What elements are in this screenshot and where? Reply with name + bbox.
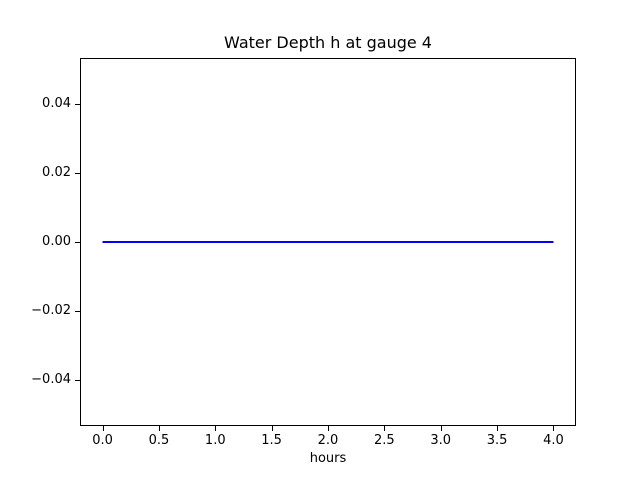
x-tick-mark — [553, 426, 555, 431]
chart-title: Water Depth h at gauge 4 — [224, 33, 432, 52]
x-tick-label: 0.5 — [148, 433, 170, 448]
x-tick-mark — [440, 426, 442, 431]
x-tick-mark — [497, 426, 499, 431]
x-tick-label: 0.0 — [92, 433, 113, 448]
y-tick-label: −0.02 — [31, 302, 71, 318]
x-tick-label: 1.0 — [204, 433, 226, 448]
x-tick-label: 3.0 — [430, 433, 452, 448]
y-tick-mark — [75, 242, 80, 243]
x-axis-label: hours — [309, 451, 347, 466]
y-tick-label: −0.04 — [31, 371, 71, 387]
x-tick-label: 2.0 — [317, 433, 339, 448]
x-tick-mark — [215, 426, 217, 431]
y-tick-mark — [75, 310, 80, 312]
y-tick-mark — [75, 379, 80, 381]
x-tick-mark — [271, 426, 273, 431]
y-tick-mark — [75, 104, 80, 106]
x-tick-label: 1.5 — [261, 433, 282, 448]
x-tick-label: 3.5 — [486, 433, 508, 448]
x-tick-mark — [102, 426, 104, 431]
x-tick-mark — [328, 426, 329, 431]
y-tick-label: 0.04 — [42, 96, 71, 112]
plot-area — [80, 58, 576, 426]
x-tick-mark — [384, 426, 386, 431]
x-tick-label: 4.0 — [543, 433, 564, 448]
x-tick-label: 2.5 — [374, 433, 395, 448]
y-tick-label: 0.00 — [42, 234, 71, 249]
x-tick-mark — [158, 426, 160, 431]
y-tick-label: 0.02 — [42, 165, 71, 181]
y-tick-mark — [75, 173, 80, 175]
